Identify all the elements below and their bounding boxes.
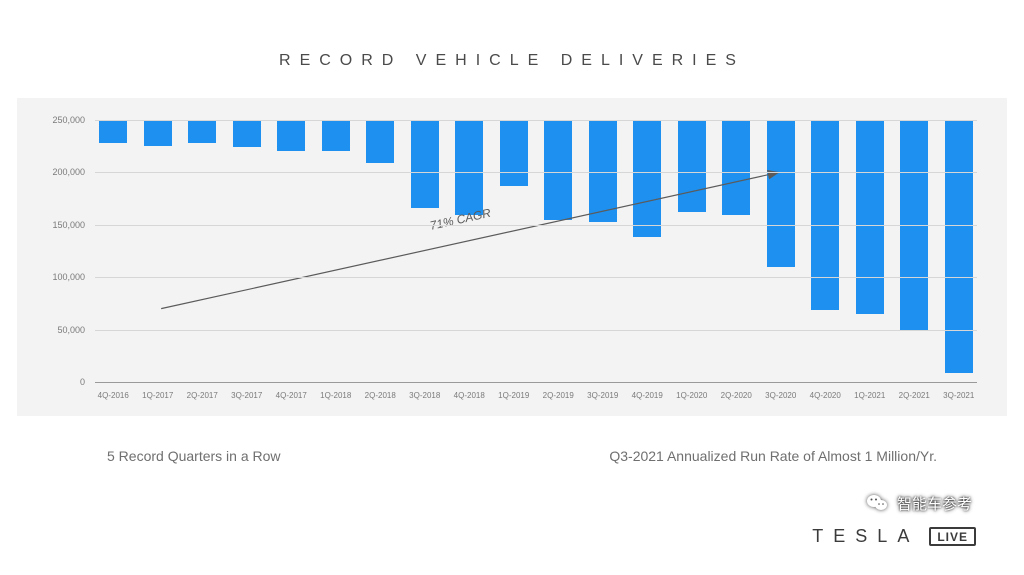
bar-slot: 4Q-2020 (807, 120, 844, 382)
xtick-label: 1Q-2018 (320, 391, 351, 400)
xtick-label: 3Q-2020 (765, 391, 796, 400)
wechat-icon (865, 491, 889, 515)
xtick-label: 4Q-2017 (276, 391, 307, 400)
gridline (95, 120, 977, 121)
bar (188, 120, 216, 143)
bar (722, 120, 750, 215)
bar (544, 120, 572, 220)
bar-slot: 3Q-2021 (941, 120, 978, 382)
bar (366, 120, 394, 163)
bar-slot: 4Q-2016 (95, 120, 132, 382)
xtick-label: 3Q-2021 (943, 391, 974, 400)
bar (945, 120, 973, 373)
bar-slot: 1Q-2017 (140, 120, 177, 382)
xtick-label: 2Q-2020 (721, 391, 752, 400)
xtick-label: 2Q-2018 (365, 391, 396, 400)
bar-slot: 1Q-2018 (318, 120, 355, 382)
bar-slot: 2Q-2018 (362, 120, 399, 382)
xtick-label: 4Q-2018 (454, 391, 485, 400)
bar-slot: 3Q-2020 (763, 120, 800, 382)
xtick-label: 1Q-2019 (498, 391, 529, 400)
bar (589, 120, 617, 222)
tesla-wordmark: TESLA (812, 526, 919, 547)
ytick-label: 50,000 (37, 325, 85, 335)
bar (767, 120, 795, 267)
bar-slot: 1Q-2021 (852, 120, 889, 382)
bar (99, 120, 127, 143)
bar-slot: 3Q-2018 (407, 120, 444, 382)
bar-slot: 3Q-2017 (229, 120, 266, 382)
xtick-label: 2Q-2019 (543, 391, 574, 400)
bar-slot: 2Q-2021 (896, 120, 933, 382)
bars-container: 4Q-20161Q-20172Q-20173Q-20174Q-20171Q-20… (95, 120, 977, 382)
caption-left: 5 Record Quarters in a Row (107, 448, 281, 464)
xtick-label: 1Q-2017 (142, 391, 173, 400)
bar-slot: 1Q-2020 (674, 120, 711, 382)
xtick-label: 4Q-2016 (98, 391, 129, 400)
caption-right: Q3-2021 Annualized Run Rate of Almost 1 … (609, 448, 937, 464)
bar-slot: 2Q-2017 (184, 120, 221, 382)
bar (233, 120, 261, 147)
chart-panel: 4Q-20161Q-20172Q-20173Q-20174Q-20171Q-20… (17, 98, 1007, 416)
watermark-channel: 智能车参考 (865, 491, 972, 515)
bar (500, 120, 528, 186)
ytick-label: 0 (37, 377, 85, 387)
gridline (95, 277, 977, 278)
bar-slot: 4Q-2019 (629, 120, 666, 382)
live-badge: LIVE (929, 527, 976, 546)
bar-slot: 4Q-2017 (273, 120, 310, 382)
xtick-label: 4Q-2019 (632, 391, 663, 400)
bar-slot: 4Q-2018 (451, 120, 488, 382)
gridline (95, 330, 977, 331)
bar (633, 120, 661, 237)
ytick-label: 250,000 (37, 115, 85, 125)
xtick-label: 2Q-2017 (187, 391, 218, 400)
ytick-label: 150,000 (37, 220, 85, 230)
bar (856, 120, 884, 314)
plot-area: 4Q-20161Q-20172Q-20173Q-20174Q-20171Q-20… (95, 120, 977, 382)
xtick-label: 4Q-2020 (810, 391, 841, 400)
slide: RECORD VEHICLE DELIVERIES 4Q-20161Q-2017… (0, 0, 1024, 575)
bar-slot: 2Q-2020 (718, 120, 755, 382)
gridline (95, 225, 977, 226)
xtick-label: 3Q-2019 (587, 391, 618, 400)
gridline (95, 172, 977, 173)
bar (277, 120, 305, 151)
bar (144, 120, 172, 146)
bar-slot: 1Q-2019 (496, 120, 533, 382)
captions-row: 5 Record Quarters in a Row Q3-2021 Annua… (17, 448, 1007, 464)
bar (811, 120, 839, 310)
ytick-label: 200,000 (37, 167, 85, 177)
xtick-label: 2Q-2021 (899, 391, 930, 400)
bar (678, 120, 706, 212)
xtick-label: 1Q-2021 (854, 391, 885, 400)
watermark-channel-text: 智能车参考 (897, 493, 972, 514)
bar (322, 120, 350, 151)
chart-title: RECORD VEHICLE DELIVERIES (279, 52, 745, 70)
axis-line (95, 382, 977, 383)
bar-slot: 2Q-2019 (540, 120, 577, 382)
xtick-label: 3Q-2018 (409, 391, 440, 400)
ytick-label: 100,000 (37, 272, 85, 282)
tesla-live-badge: TESLA LIVE (812, 526, 976, 547)
bar (411, 120, 439, 208)
bar (455, 120, 483, 215)
bar-slot: 3Q-2019 (585, 120, 622, 382)
xtick-label: 3Q-2017 (231, 391, 262, 400)
xtick-label: 1Q-2020 (676, 391, 707, 400)
